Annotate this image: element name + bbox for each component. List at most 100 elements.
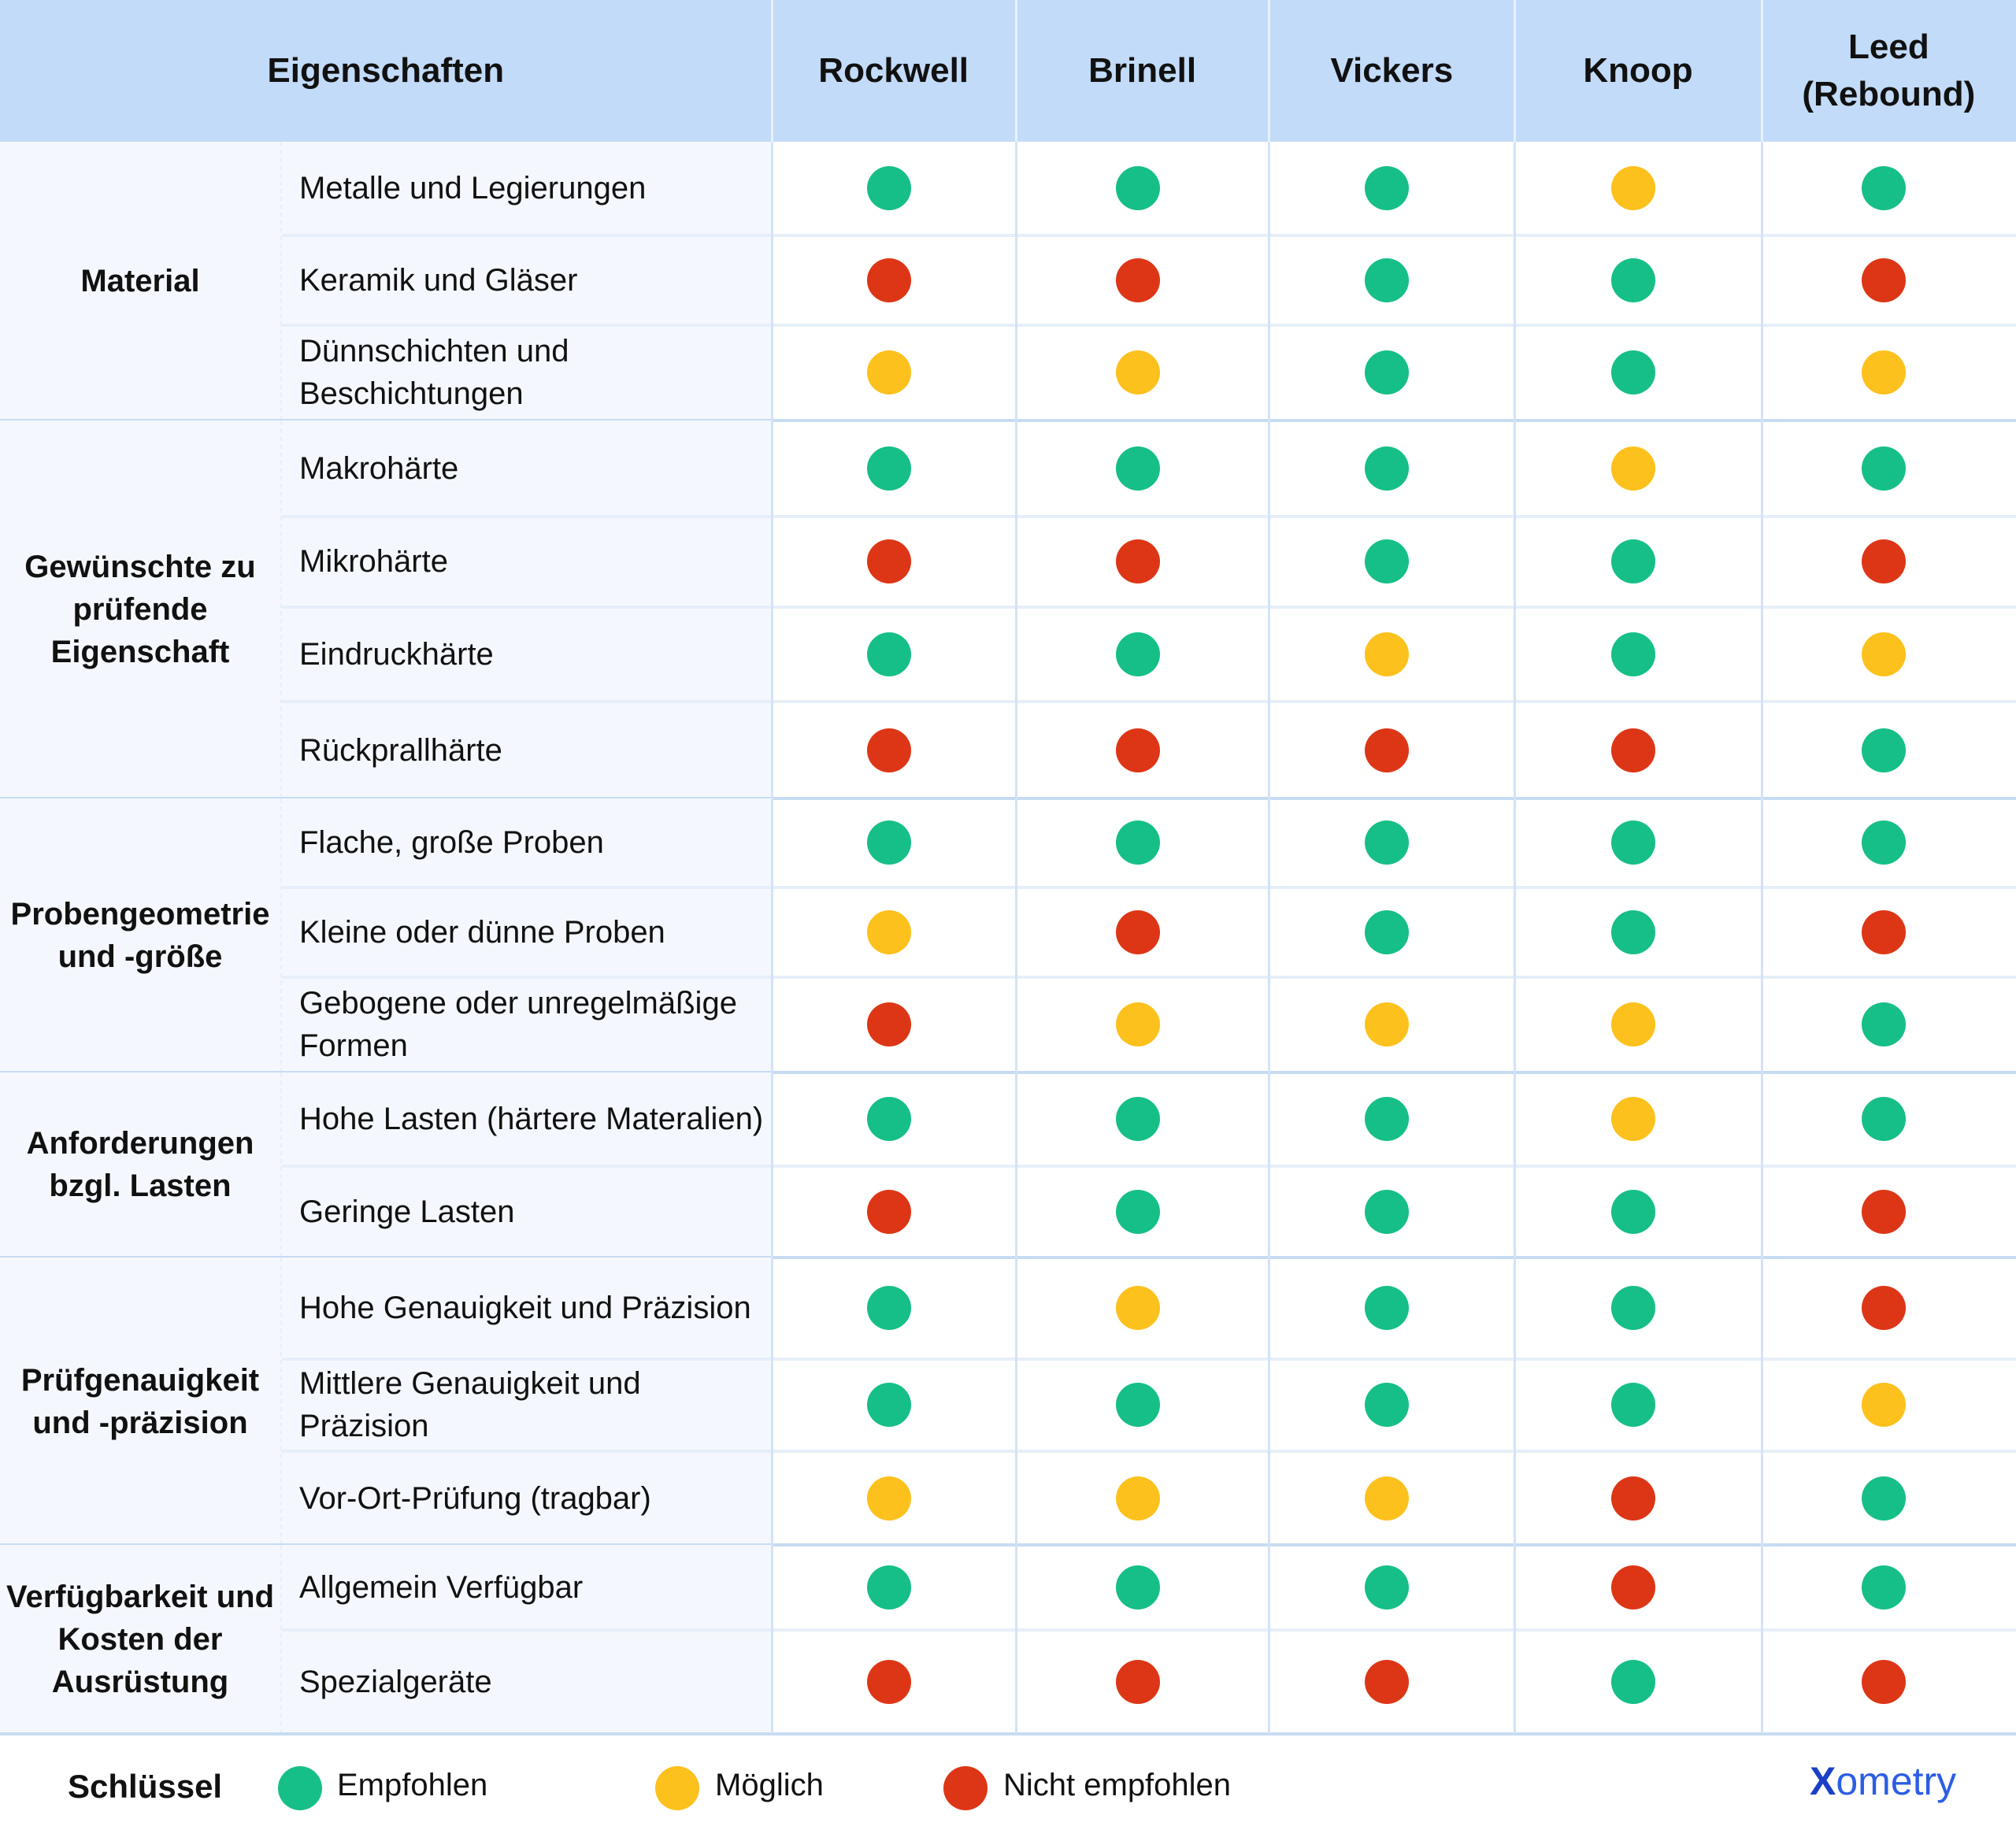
rating-dot-not-recommended bbox=[1862, 1660, 1907, 1705]
rating-dot-recommended bbox=[1365, 1097, 1410, 1142]
rating-dot-not-recommended bbox=[1862, 257, 1907, 302]
group-background bbox=[0, 420, 772, 798]
rating-dot-recommended bbox=[1611, 820, 1655, 865]
property-label: Hohe Lasten (härtere Materalien) bbox=[299, 1102, 764, 1137]
rating-dot-possible bbox=[1115, 1002, 1160, 1047]
rating-dot-recommended bbox=[866, 1097, 911, 1142]
property-label: Flache, große Proben bbox=[299, 825, 604, 861]
property-label: Makrohärte bbox=[299, 451, 459, 487]
rating-dot-not-recommended bbox=[866, 1660, 911, 1705]
legend-not-recommended-label: Nicht empfohlen bbox=[1003, 1768, 1232, 1802]
column-divider bbox=[1760, 0, 1763, 1735]
column-divider bbox=[1268, 0, 1271, 1735]
property-label: Spezialgeräte bbox=[299, 1665, 492, 1700]
rating-dot-not-recommended bbox=[1611, 728, 1655, 772]
group-divider bbox=[280, 1257, 282, 1546]
rating-dot-recommended bbox=[1862, 1565, 1907, 1610]
rating-dot-possible bbox=[866, 1476, 911, 1521]
rating-dot-recommended bbox=[1115, 1565, 1160, 1610]
group-label: Verfügbarkeit und Kosten der Ausrüstung bbox=[6, 1580, 275, 1700]
rating-dot-possible bbox=[1611, 1002, 1655, 1047]
rating-dot-not-recommended bbox=[1365, 1660, 1410, 1705]
header-properties: Eigenschaften bbox=[0, 0, 772, 142]
rating-dot-possible bbox=[1862, 350, 1907, 395]
legend-recommended-dot-icon bbox=[278, 1766, 322, 1810]
group-divider bbox=[280, 1072, 282, 1258]
group-divider bbox=[280, 798, 282, 1072]
rating-dot-recommended bbox=[1365, 539, 1410, 584]
rating-dot-not-recommended bbox=[866, 728, 911, 772]
rating-dot-not-recommended bbox=[866, 257, 911, 302]
rating-dot-recommended bbox=[1862, 1476, 1907, 1521]
rating-dot-recommended bbox=[1365, 1383, 1410, 1428]
rating-dot-recommended bbox=[1611, 1189, 1655, 1234]
property-label: Hohe Genauigkeit und Präzision bbox=[299, 1291, 751, 1326]
rating-dot-not-recommended bbox=[1862, 909, 1907, 954]
row-separator bbox=[282, 1450, 2016, 1454]
group-background bbox=[0, 798, 772, 1072]
rating-dot-recommended bbox=[866, 446, 911, 491]
legend-possible-label: Möglich bbox=[715, 1768, 824, 1802]
rating-dot-recommended bbox=[866, 1383, 911, 1428]
rating-dot-recommended bbox=[1365, 1189, 1410, 1234]
property-label: Vor-Ort-Prüfung (tragbar) bbox=[299, 1480, 651, 1516]
group-background bbox=[0, 1545, 772, 1735]
rating-dot-recommended bbox=[1365, 1565, 1410, 1610]
group-label: Anforderungen bzgl. Lasten bbox=[26, 1126, 254, 1204]
rating-dot-recommended bbox=[1611, 350, 1655, 395]
group-background bbox=[0, 141, 772, 420]
rating-dot-recommended bbox=[866, 166, 911, 211]
group-divider bbox=[280, 420, 282, 798]
group-background bbox=[0, 1257, 772, 1546]
property-label: Mittlere Genauigkeit und Präzision bbox=[299, 1366, 641, 1444]
rating-dot-not-recommended bbox=[1115, 728, 1160, 772]
rating-dot-possible bbox=[866, 350, 911, 395]
rating-dot-not-recommended bbox=[866, 1189, 911, 1234]
rating-dot-possible bbox=[1115, 350, 1160, 395]
rating-dot-recommended bbox=[1862, 728, 1907, 772]
rating-dot-possible bbox=[1365, 1002, 1410, 1047]
logo-text: ometry bbox=[1836, 1759, 1957, 1803]
property-label: Kleine oder dünne Proben bbox=[299, 914, 665, 950]
rating-dot-possible bbox=[1115, 1286, 1160, 1331]
header-divider bbox=[1760, 0, 1763, 142]
group-label: Material bbox=[80, 263, 200, 298]
group-label: Gewünschte zu prüfende Eigenschaft bbox=[24, 549, 256, 669]
rating-dot-not-recommended bbox=[1365, 728, 1410, 772]
row-separator bbox=[282, 233, 2016, 237]
rating-dot-recommended bbox=[1365, 257, 1410, 302]
rating-dot-recommended bbox=[1611, 1286, 1655, 1331]
rating-dot-possible bbox=[1611, 166, 1655, 211]
rating-dot-recommended bbox=[1115, 166, 1160, 211]
property-label: Geringe Lasten bbox=[299, 1194, 515, 1229]
rating-dot-recommended bbox=[1365, 166, 1410, 211]
group-separator bbox=[0, 418, 2016, 422]
header-method-vickers: Vickers bbox=[1269, 0, 1515, 142]
row-separator bbox=[282, 1357, 2016, 1361]
header-divider bbox=[1268, 0, 1271, 142]
property-label: Gebogene oder unregelmäßige Formen bbox=[299, 986, 737, 1064]
rating-dot-recommended bbox=[1611, 539, 1655, 584]
header-method-leed: Leed (Rebound) bbox=[1761, 0, 2016, 142]
group-label: Probengeometrie und -größe bbox=[10, 896, 270, 974]
header-divider bbox=[1514, 0, 1517, 142]
legend-recommended-label: Empfohlen bbox=[337, 1768, 488, 1802]
header-divider bbox=[770, 0, 773, 142]
rating-dot-recommended bbox=[1611, 632, 1655, 677]
group-divider bbox=[280, 141, 282, 420]
row-separator bbox=[282, 515, 2016, 519]
column-divider bbox=[770, 0, 773, 1735]
rating-dot-recommended bbox=[1862, 820, 1907, 865]
property-label: Metalle und Legierungen bbox=[299, 171, 647, 206]
rating-dot-recommended bbox=[1862, 1097, 1907, 1142]
rating-dot-recommended bbox=[1115, 820, 1160, 865]
group-divider bbox=[280, 1545, 282, 1735]
property-label: Eindruckhärte bbox=[299, 637, 494, 672]
rating-dot-recommended bbox=[1365, 909, 1410, 954]
rating-dot-not-recommended bbox=[1862, 1189, 1907, 1234]
row-separator bbox=[282, 1164, 2016, 1168]
group-separator bbox=[0, 1543, 2016, 1547]
rating-dot-recommended bbox=[1862, 166, 1907, 211]
row-separator bbox=[282, 975, 2016, 979]
rating-dot-not-recommended bbox=[1611, 1565, 1655, 1610]
